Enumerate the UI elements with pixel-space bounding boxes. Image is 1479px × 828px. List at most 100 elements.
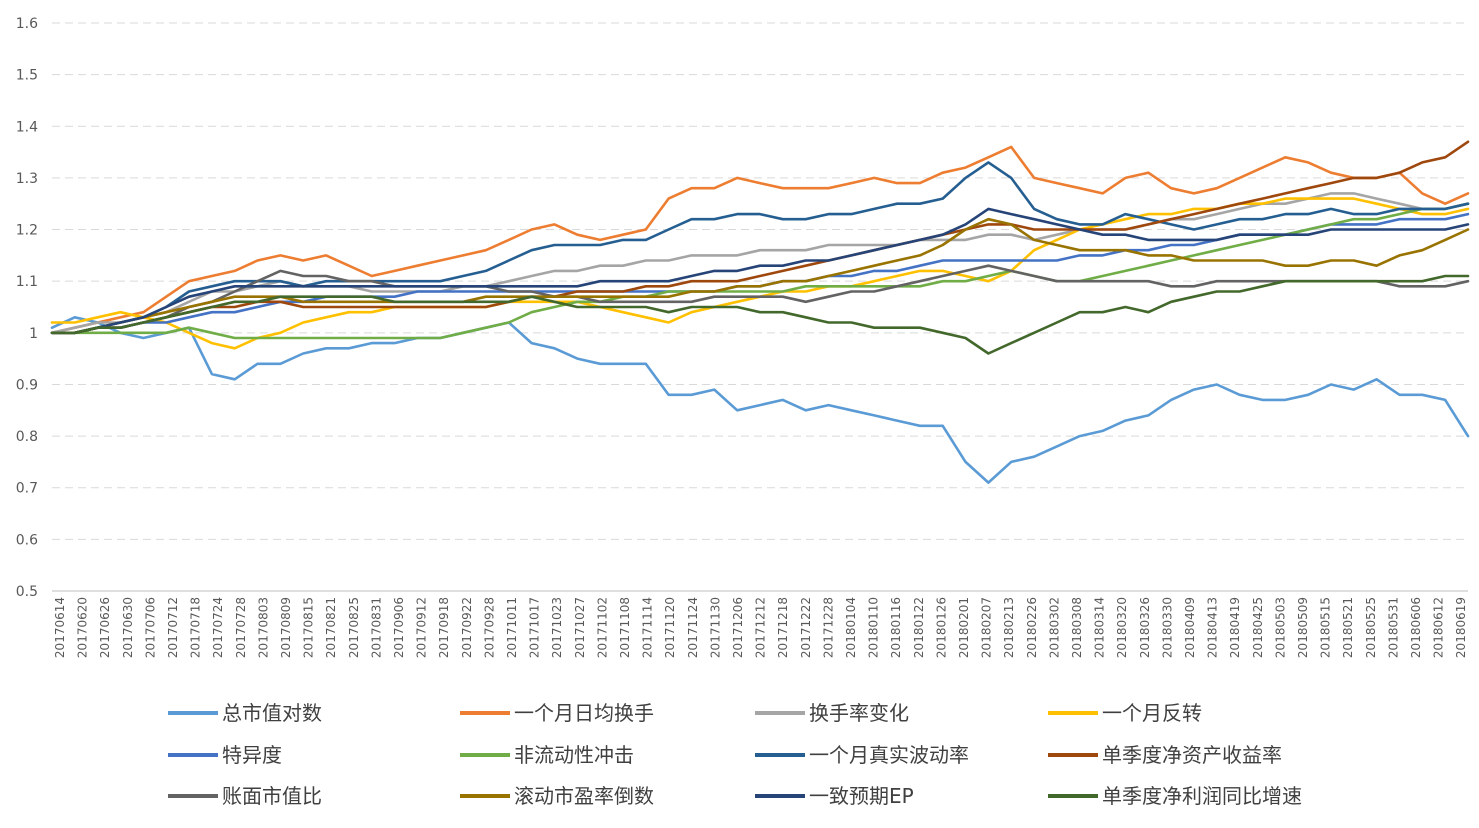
y-tick-label: 0.9 <box>16 377 38 393</box>
series-line <box>50 207 1470 335</box>
series-line <box>50 197 1470 350</box>
legend-label: 滚动市盈率倒数 <box>514 784 654 808</box>
y-tick-label: 1.6 <box>16 16 38 32</box>
x-tick-label: 20171124 <box>686 597 700 658</box>
x-tick-label: 20180531 <box>1386 597 1400 658</box>
legend: 总市值对数 一个月日均换手 换手率变化 一个月反转特异度 非流动性冲击 一个月真实波动率单… <box>168 701 1302 808</box>
x-tick-label: 20170815 <box>302 597 316 658</box>
y-tick-label: 1.3 <box>16 171 38 187</box>
legend-label: 非流动性冲击 <box>514 743 634 767</box>
x-tick-label: 20171206 <box>731 597 745 658</box>
x-tick-label: 20180320 <box>1115 597 1129 658</box>
y-tick-label: 0.6 <box>16 532 38 548</box>
legend-label: 特异度 <box>222 743 282 767</box>
x-tick-label: 20180425 <box>1251 597 1265 658</box>
x-tick-label: 20180314 <box>1093 597 1107 658</box>
x-tick-label: 20180409 <box>1183 597 1197 658</box>
series-line <box>50 202 1470 340</box>
x-tick-label: 20171212 <box>754 597 768 658</box>
x-tick-label: 20180207 <box>980 597 994 658</box>
y-tick-label: 1 <box>29 326 38 342</box>
x-tick-label: 20180521 <box>1341 597 1355 658</box>
x-tick-label: 20171130 <box>708 597 722 658</box>
legend-label: 一致预期EP <box>809 784 914 808</box>
x-tick-label: 20180606 <box>1409 597 1423 658</box>
x-tick-label: 20180509 <box>1296 597 1310 658</box>
x-tick-label: 20171120 <box>663 597 677 658</box>
x-tick-label: 20180308 <box>1070 597 1084 658</box>
series-line <box>50 140 1470 335</box>
x-tick-label: 20180201 <box>957 597 971 658</box>
x-tick-label: 20170912 <box>415 597 429 658</box>
x-tick-label: 20171023 <box>550 597 564 658</box>
series-lines <box>50 140 1470 484</box>
legend-label: 单季度净利润同比增速 <box>1102 784 1302 808</box>
series-line <box>50 274 1470 355</box>
x-tick-label: 20180126 <box>934 597 948 658</box>
x-tick-label: 20170728 <box>234 597 248 658</box>
x-tick-label: 20170614 <box>53 597 67 658</box>
x-tick-label: 20170831 <box>369 597 383 658</box>
series-line <box>50 161 1470 335</box>
series-line <box>50 264 1470 335</box>
x-tick-label: 20180515 <box>1319 597 1333 658</box>
legend-label: 一个月反转 <box>1102 701 1202 725</box>
x-tick-label: 20180104 <box>844 597 858 658</box>
legend-label: 总市值对数 <box>222 701 322 725</box>
x-tick-label: 20170825 <box>347 597 361 658</box>
x-tick-label: 20170712 <box>166 597 180 658</box>
x-tick-label: 20171017 <box>528 597 542 658</box>
legend-label: 单季度净资产收益率 <box>1102 743 1282 767</box>
x-tick-label: 20170803 <box>256 597 270 658</box>
x-tick-label: 20170821 <box>324 597 338 658</box>
x-tick-label: 20170724 <box>211 597 225 658</box>
x-tick-label: 20171108 <box>618 597 632 658</box>
gridlines <box>52 22 1468 540</box>
x-tick-label: 20180413 <box>1206 597 1220 658</box>
y-axis: 0.5 0.6 0.7 0.8 0.9 1 1.1 1.2 1.3 1.4 1.5 1.6 <box>16 16 38 600</box>
legend-label: 账面市值比 <box>222 784 322 808</box>
legend-label: 一个月真实波动率 <box>809 743 969 767</box>
x-tick-label: 20170918 <box>437 597 451 658</box>
x-tick-label: 20180503 <box>1273 597 1287 658</box>
x-tick-label: 20170620 <box>76 597 90 658</box>
series-line <box>50 212 1470 335</box>
y-tick-label: 0.8 <box>16 429 38 445</box>
x-tick-label: 20170630 <box>121 597 135 658</box>
x-tick-label: 20171114 <box>641 597 655 658</box>
x-tick-label: 20180213 <box>1002 597 1016 658</box>
x-tick-label: 20180122 <box>912 597 926 658</box>
x-tick-label: 20180302 <box>1047 597 1061 658</box>
x-tick-label: 20171218 <box>776 597 790 658</box>
x-tick-label: 20171102 <box>595 597 609 658</box>
x-tick-label: 20170718 <box>189 597 203 658</box>
x-tick-label: 20180326 <box>1138 597 1152 658</box>
x-tick-label: 20180226 <box>1025 597 1039 658</box>
y-tick-label: 0.7 <box>16 481 38 497</box>
x-tick-label: 20170928 <box>482 597 496 658</box>
series-line <box>50 145 1470 335</box>
y-tick-label: 0.5 <box>16 584 38 600</box>
x-tick-label: 20180525 <box>1364 597 1378 658</box>
x-axis: 20170614 20170620 20170626 20170630 20170706… <box>52 590 1468 658</box>
x-tick-label: 20180619 <box>1454 597 1468 658</box>
y-tick-label: 1.5 <box>16 68 38 84</box>
x-tick-label: 20170706 <box>143 597 157 658</box>
x-tick-label: 20180110 <box>867 597 881 658</box>
x-tick-label: 20180116 <box>889 597 903 658</box>
series-line <box>50 217 1470 335</box>
series-line <box>50 315 1470 484</box>
x-tick-label: 20170906 <box>392 597 406 658</box>
y-tick-label: 1.4 <box>16 119 38 135</box>
x-tick-label: 20170922 <box>460 597 474 658</box>
x-tick-label: 20180330 <box>1160 597 1174 658</box>
x-tick-label: 20171011 <box>505 597 519 658</box>
x-tick-label: 20170809 <box>279 597 293 658</box>
x-tick-label: 20171027 <box>573 597 587 658</box>
x-tick-label: 20180612 <box>1432 597 1446 658</box>
legend-label: 一个月日均换手 <box>514 701 654 725</box>
x-tick-label: 20171222 <box>799 597 813 658</box>
y-tick-label: 1.2 <box>16 223 38 239</box>
